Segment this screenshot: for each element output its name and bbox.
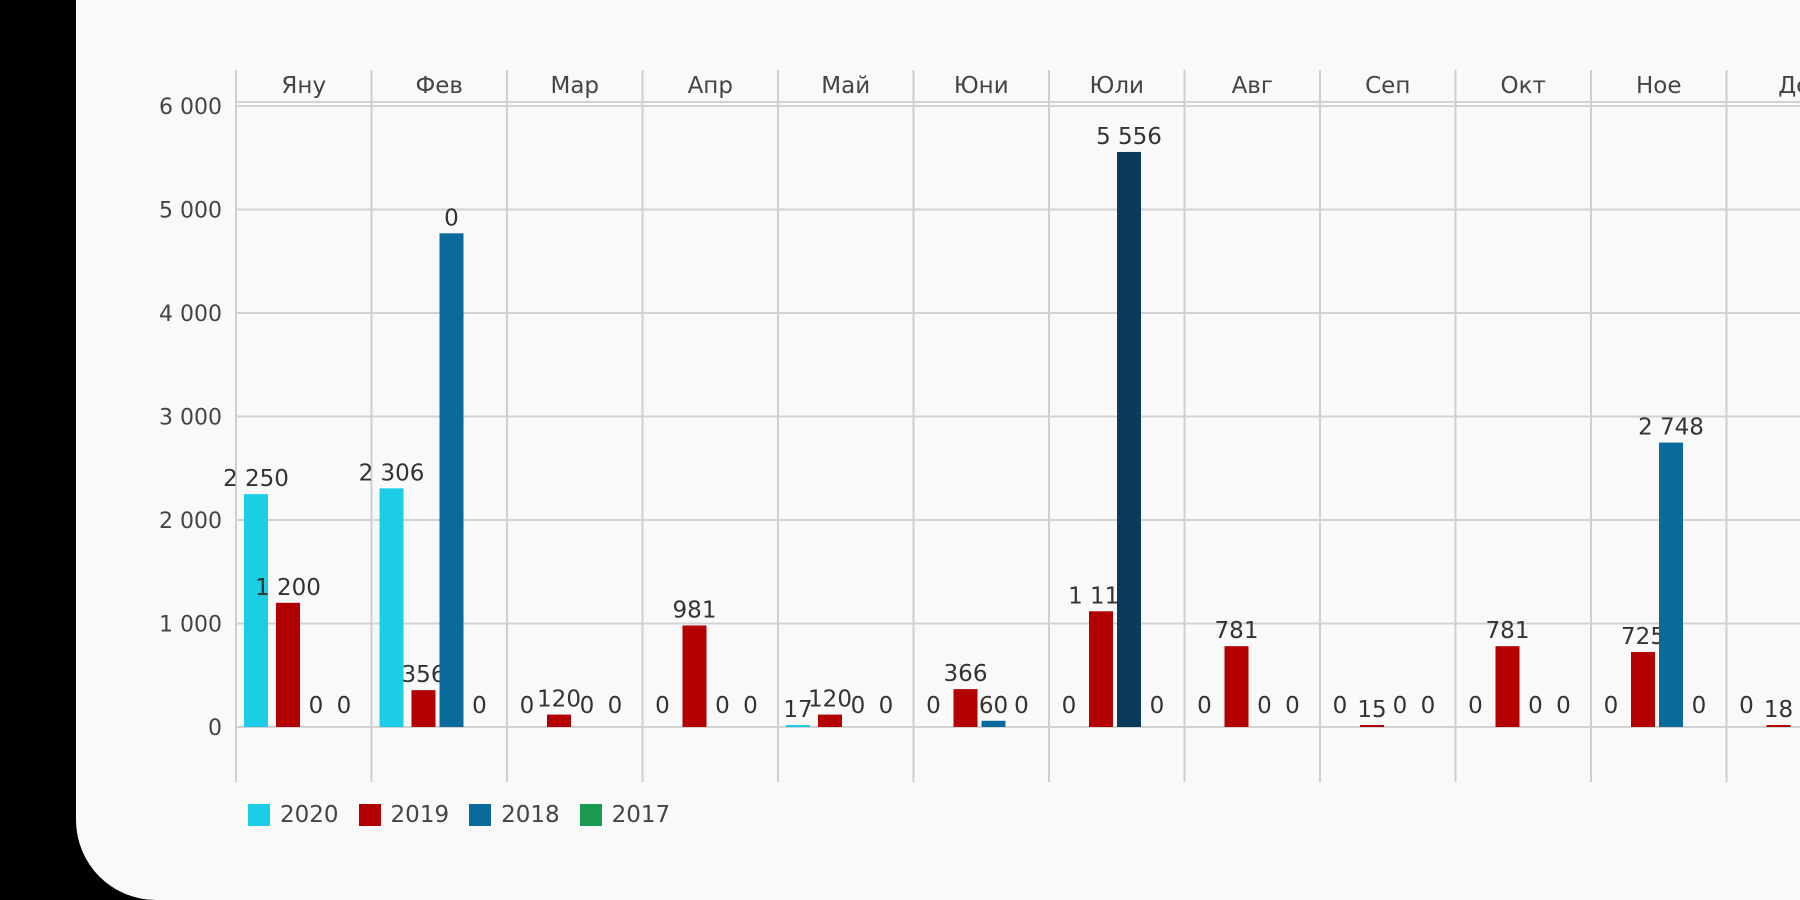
month-label: Апр xyxy=(688,73,733,99)
data-label-2017: 0 xyxy=(608,693,623,719)
data-label-2020: 2 306 xyxy=(359,460,425,486)
month-label: Авг xyxy=(1232,73,1273,99)
bar-2019 xyxy=(411,690,436,727)
month-label: Сеп xyxy=(1365,73,1410,99)
data-label-2017: 0 xyxy=(879,693,894,719)
bar-2018 xyxy=(1659,442,1683,727)
bar-2019 xyxy=(818,714,842,727)
data-label-2019: 356 xyxy=(402,662,446,688)
bar-2019 xyxy=(1360,725,1384,727)
month-label: Мар xyxy=(550,73,599,99)
y-tick-label: 0 xyxy=(208,716,222,741)
data-label-2018: 2 748 xyxy=(1638,415,1704,441)
data-label-2020: 2 250 xyxy=(223,466,289,492)
legend-swatch-2019 xyxy=(358,804,381,826)
data-label-2019: 366 xyxy=(944,661,988,687)
data-label-2018: 60 xyxy=(979,693,1008,719)
bar-2019 xyxy=(1766,725,1791,727)
data-label-2019: 1 200 xyxy=(255,575,321,601)
data-label-2017: 0 xyxy=(1421,693,1436,719)
data-label-2018: 0 xyxy=(851,693,866,719)
month-label: Фев xyxy=(415,73,463,99)
bar-2019 xyxy=(1631,651,1655,727)
bar-2019 xyxy=(1224,646,1249,727)
data-label-2018: 0 xyxy=(1528,693,1543,719)
bar-2019 xyxy=(1495,646,1520,727)
data-label-2017: 0 xyxy=(1692,693,1707,719)
data-label-2020: 0 xyxy=(520,693,535,719)
legend-swatch-2018 xyxy=(469,804,492,826)
data-label-2017: 0 xyxy=(1556,693,1571,719)
data-label-2019: 781 xyxy=(1486,618,1530,644)
bar-2018 xyxy=(439,233,464,727)
legend-label-2020: 2020 xyxy=(280,802,339,828)
legend-item-2017[interactable]: 2017 xyxy=(579,802,671,828)
data-label-2020: 0 xyxy=(1333,693,1348,719)
month-label: Май xyxy=(821,73,870,99)
month-label: Юли xyxy=(1090,73,1144,99)
month-label: Окт xyxy=(1501,73,1546,99)
bar-2019 xyxy=(1089,611,1113,727)
data-label-2018: 5 556 xyxy=(1096,124,1162,150)
y-tick-label: 2 000 xyxy=(159,509,222,534)
data-label-2017: 0 xyxy=(337,693,352,719)
y-tick-label: 6 000 xyxy=(159,95,222,120)
data-label-2020: 0 xyxy=(1197,693,1212,719)
chart-legend: 2020 2019 2018 2017 xyxy=(248,800,690,830)
month-label: Ное xyxy=(1636,73,1682,99)
data-label-2020: 0 xyxy=(1604,693,1619,719)
legend-item-2020[interactable]: 2020 xyxy=(248,802,339,828)
data-label-2019: 15 xyxy=(1357,697,1386,723)
data-label-2017: 0 xyxy=(472,693,487,719)
data-label-2019: 725 xyxy=(1621,624,1665,650)
data-label-2019: 120 xyxy=(537,687,581,713)
bar-2018 xyxy=(981,720,1006,727)
bar-2020 xyxy=(379,488,404,727)
bar-2018 xyxy=(1117,151,1141,728)
month-label: Яну xyxy=(281,73,326,99)
bar-2019 xyxy=(953,689,978,727)
legend-swatch-2020 xyxy=(248,804,270,826)
bar-2020 xyxy=(786,725,810,727)
data-label-2018: 0 xyxy=(444,205,459,231)
data-label-2019: 981 xyxy=(673,597,717,623)
legend-label-2018: 2018 xyxy=(501,802,560,828)
data-label-2018: 0 xyxy=(580,693,595,719)
legend-swatch-2017 xyxy=(579,804,602,826)
y-tick-label: 1 000 xyxy=(159,613,222,638)
data-label-2020: 0 xyxy=(1739,693,1754,719)
data-label-2017: 0 xyxy=(1285,693,1300,719)
data-label-2020: 0 xyxy=(655,693,670,719)
data-label-2019: 120 xyxy=(808,687,852,713)
data-label-2019: 18 xyxy=(1764,697,1793,723)
legend-item-2018[interactable]: 2018 xyxy=(469,802,560,828)
bar-2020 xyxy=(244,494,268,727)
data-label-2018: 0 xyxy=(1393,693,1408,719)
data-label-2020: 17 xyxy=(783,697,812,723)
month-label: Де xyxy=(1778,73,1800,99)
legend-label-2017: 2017 xyxy=(611,802,671,828)
data-label-2019: 781 xyxy=(1215,618,1259,644)
bar-2019 xyxy=(682,625,707,727)
data-label-2017: 0 xyxy=(1150,693,1165,719)
data-label-2017: 0 xyxy=(1014,693,1029,719)
data-label-2020: 0 xyxy=(926,693,941,719)
legend-label-2019: 2019 xyxy=(390,802,450,828)
data-label-2020: 0 xyxy=(1062,693,1077,719)
y-tick-label: 5 000 xyxy=(159,199,222,224)
chart-card xyxy=(76,0,1800,900)
bar-2019 xyxy=(276,602,300,727)
y-tick-label: 3 000 xyxy=(159,406,222,431)
month-label: Юни xyxy=(954,73,1009,99)
y-tick-label: 4 000 xyxy=(159,302,222,327)
data-label-2018: 0 xyxy=(309,693,324,719)
legend-item-2019[interactable]: 2019 xyxy=(358,802,450,828)
data-label-2017: 0 xyxy=(743,693,758,719)
data-label-2018: 0 xyxy=(715,693,730,719)
bar-2019 xyxy=(547,714,571,727)
data-label-2020: 0 xyxy=(1468,693,1483,719)
data-label-2018: 0 xyxy=(1257,693,1272,719)
